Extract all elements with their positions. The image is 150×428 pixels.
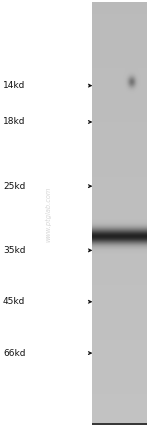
Text: 66kd: 66kd: [3, 348, 26, 358]
Text: 25kd: 25kd: [3, 181, 25, 191]
Text: 35kd: 35kd: [3, 246, 26, 255]
Text: 18kd: 18kd: [3, 117, 26, 127]
Text: 14kd: 14kd: [3, 81, 25, 90]
Bar: [92, 423, 147, 425]
Text: www.ptglab.com: www.ptglab.com: [45, 186, 51, 242]
Text: 45kd: 45kd: [3, 297, 25, 306]
